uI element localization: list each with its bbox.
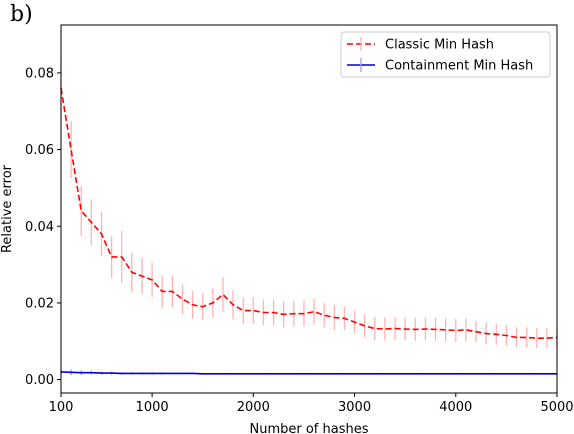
axes: 100 1000 2000 3000 4000 5000 0.00 0.02 0.04 0.06 0… [25, 24, 574, 415]
x-tick-label: 2000 [237, 400, 270, 415]
legend: Classic Min Hash Containment Min Hash [340, 31, 551, 78]
classic-min-hash-line [60, 88, 558, 340]
x-tick-label: 100 [49, 400, 74, 415]
x-axis-label: Number of hashes [249, 422, 368, 434]
axes-frame [60, 24, 558, 394]
plot-area [60, 57, 558, 375]
y-tick-label: 0.00 [25, 373, 54, 388]
y-axis-label: Relative error [0, 164, 15, 253]
x-tick-label: 4000 [439, 400, 472, 415]
y-tick-label: 0.06 [25, 143, 54, 158]
y-tick-label: 0.08 [25, 66, 54, 81]
containment-min-hash-line [60, 371, 557, 375]
legend-label: Classic Min Hash [385, 38, 494, 53]
x-tick-label: 5000 [540, 400, 573, 415]
x-tick-label: 3000 [338, 400, 371, 415]
legend-box [340, 31, 551, 78]
y-tick-label: 0.04 [25, 220, 54, 235]
panel-label: b) [10, 2, 33, 27]
y-tick-label: 0.02 [25, 296, 54, 311]
legend-label: Containment Min Hash [385, 59, 533, 74]
x-tick-label: 1000 [136, 400, 169, 415]
